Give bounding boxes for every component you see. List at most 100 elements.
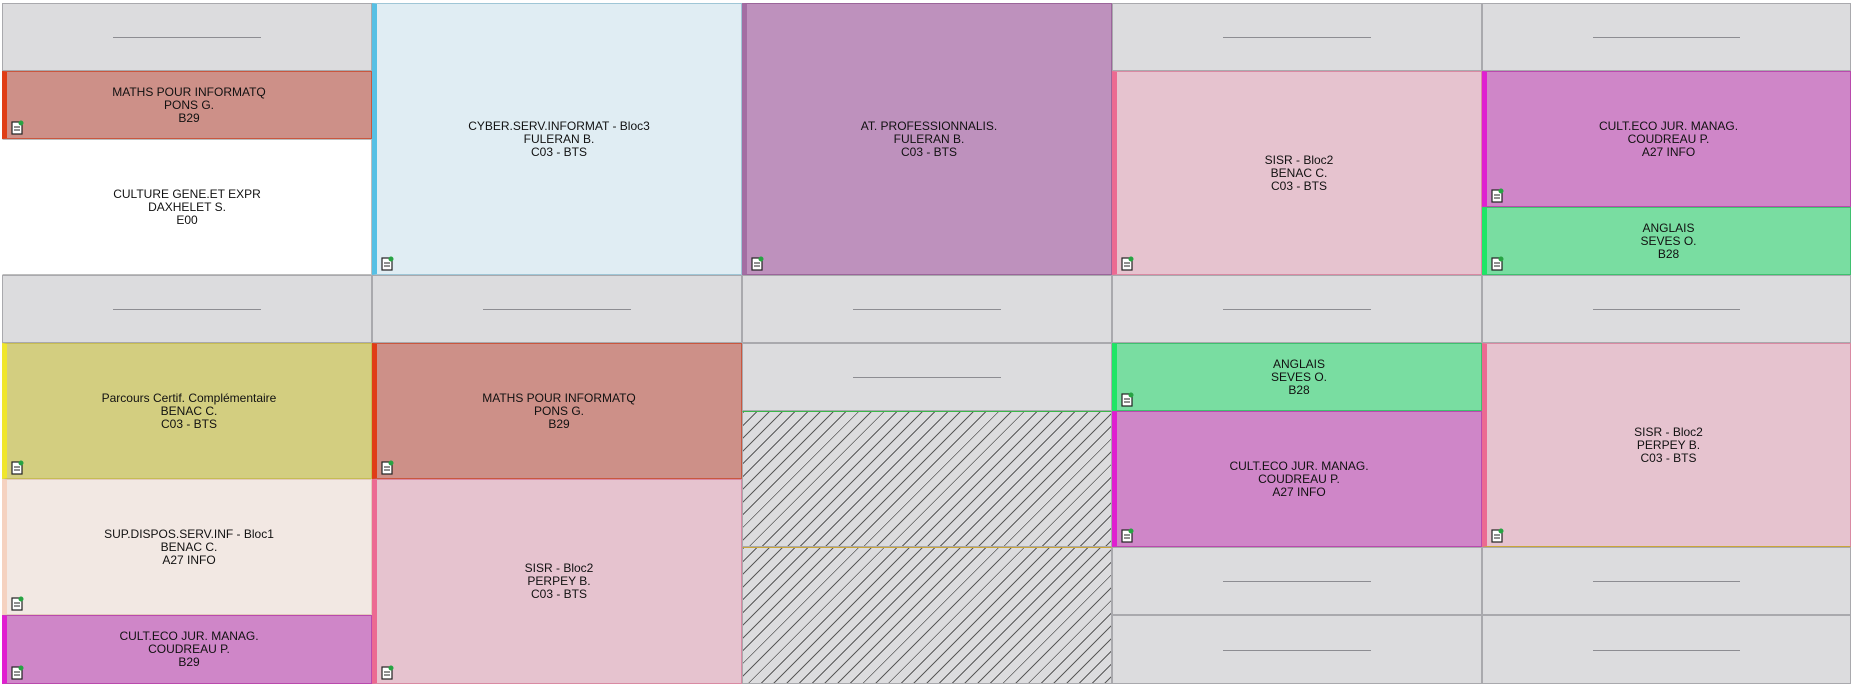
course-block[interactable]: SISR - Bloc2 PERPEY B. C03 - BTS <box>372 479 742 684</box>
empty-slot[interactable] <box>742 275 1112 343</box>
course-teacher: SEVES O. <box>1640 233 1697 248</box>
empty-slot[interactable] <box>1482 615 1851 684</box>
course-info: SUP.DISPOS.SERV.INF - Bloc1 BENAC C. A27… <box>104 526 274 567</box>
notepad-icon[interactable] <box>11 596 24 611</box>
empty-slot[interactable] <box>1482 547 1851 615</box>
course-teacher: PONS G. <box>163 97 214 112</box>
course-subject: AT. PROFESSIONNALIS. <box>860 118 998 133</box>
course-subject: CYBER.SERV.INFORMAT - Bloc3 <box>468 118 650 133</box>
empty-slot[interactable] <box>1112 275 1482 343</box>
course-block[interactable]: CULT.ECO JUR. MANAG. COUDREAU P. B29 <box>2 615 372 684</box>
course-room: A27 INFO <box>1641 144 1696 159</box>
course-room: B28 <box>1657 246 1680 261</box>
course-teacher: DAXHELET S. <box>148 199 226 214</box>
course-subject: CULT.ECO JUR. MANAG. <box>119 629 259 643</box>
course-info: MATHS POUR INFORMATQ PONS G. B29 <box>112 85 266 125</box>
course-teacher: PONS G. <box>533 403 584 418</box>
unavailable-slot <box>742 547 1112 684</box>
notepad-icon[interactable] <box>1491 188 1504 203</box>
empty-slot[interactable] <box>742 343 1112 411</box>
course-info: ANGLAIS SEVES O. B28 <box>1270 356 1328 397</box>
course-block[interactable]: AT. PROFESSIONNALIS. FULERAN B. C03 - BT… <box>742 3 1112 275</box>
notepad-icon[interactable] <box>381 256 394 271</box>
notepad-icon[interactable] <box>1491 528 1504 543</box>
course-subject: Parcours Certif. Complémentaire <box>101 390 277 405</box>
course-info: AT. PROFESSIONNALIS. FULERAN B. C03 - BT… <box>860 118 998 159</box>
course-info: SISR - Bloc2 PERPEY B. C03 - BTS <box>1634 424 1703 465</box>
course-block[interactable]: SUP.DISPOS.SERV.INF - Bloc1 BENAC C. A27… <box>2 479 372 615</box>
course-teacher: FULERAN B. <box>893 131 965 146</box>
empty-slot[interactable] <box>1112 615 1482 684</box>
course-room: A27 INFO <box>162 552 216 567</box>
course-block[interactable]: CULT.ECO JUR. MANAG. COUDREAU P. A27 INF… <box>1112 411 1482 547</box>
course-subject: CULT.ECO JUR. MANAG. <box>1229 458 1369 473</box>
notepad-icon[interactable] <box>1491 256 1504 271</box>
course-info: MATHS POUR INFORMATQ PONS G. B29 <box>482 390 636 431</box>
notepad-icon[interactable] <box>11 665 24 680</box>
course-info: CULTURE GENE.ET EXPR DAXHELET S. E00 <box>113 186 261 227</box>
course-subject: CULTURE GENE.ET EXPR <box>113 186 261 201</box>
course-room: B28 <box>1288 382 1310 397</box>
course-teacher: BENAC C. <box>160 539 218 554</box>
empty-slot[interactable] <box>2 3 372 71</box>
course-teacher: SEVES O. <box>1270 369 1328 384</box>
course-info: ANGLAIS SEVES O. B28 <box>1640 220 1697 261</box>
notepad-icon[interactable] <box>11 120 24 135</box>
course-block[interactable]: Parcours Certif. Complémentaire BENAC C.… <box>2 343 372 479</box>
course-room: E00 <box>176 212 198 227</box>
course-teacher: PERPEY B. <box>1636 437 1701 452</box>
notepad-icon[interactable] <box>1121 392 1134 407</box>
empty-slot[interactable] <box>1112 3 1482 71</box>
course-info: CULT.ECO JUR. MANAG. COUDREAU P. A27 INF… <box>1598 118 1739 159</box>
course-teacher: FULERAN B. <box>523 131 595 146</box>
course-teacher: PERPEY B. <box>527 574 591 588</box>
course-room: C03 - BTS <box>530 144 587 159</box>
empty-slot[interactable] <box>1482 3 1851 71</box>
course-subject: SISR - Bloc2 <box>524 561 594 575</box>
course-block[interactable]: CULTURE GENE.ET EXPR DAXHELET S. E00 <box>2 139 372 275</box>
course-block[interactable]: ANGLAIS SEVES O. B28 <box>1112 343 1482 411</box>
course-block[interactable]: SISR - Bloc2 BENAC C. C03 - BTS <box>1112 71 1482 275</box>
course-info: CYBER.SERV.INFORMAT - Bloc3 FULERAN B. C… <box>468 118 650 159</box>
course-subject: ANGLAIS <box>1272 356 1326 371</box>
course-subject: SUP.DISPOS.SERV.INF - Bloc1 <box>104 526 274 541</box>
course-info: SISR - Bloc2 BENAC C. C03 - BTS <box>1264 152 1334 193</box>
course-teacher: BENAC C. <box>1270 165 1328 180</box>
course-block[interactable]: MATHS POUR INFORMATQ PONS G. B29 <box>2 71 372 139</box>
course-info: SISR - Bloc2 PERPEY B. C03 - BTS <box>525 562 594 601</box>
course-teacher: BENAC C. <box>160 403 218 418</box>
course-info: CULT.ECO JUR. MANAG. COUDREAU P. B29 <box>119 630 258 669</box>
empty-slot[interactable] <box>372 275 742 343</box>
course-info: CULT.ECO JUR. MANAG. COUDREAU P. A27 INF… <box>1229 458 1369 499</box>
notepad-icon[interactable] <box>381 460 394 475</box>
course-room: C03 - BTS <box>1640 450 1697 465</box>
course-block[interactable]: MATHS POUR INFORMATQ PONS G. B29 <box>372 343 742 479</box>
course-room: C03 - BTS <box>900 144 957 159</box>
course-block[interactable]: CYBER.SERV.INFORMAT - Bloc3 FULERAN B. C… <box>372 3 742 275</box>
course-subject: CULT.ECO JUR. MANAG. <box>1598 118 1739 133</box>
course-room: B29 <box>178 110 200 125</box>
course-room: A27 INFO <box>1272 484 1326 499</box>
empty-slot[interactable] <box>2 275 372 343</box>
course-subject: ANGLAIS <box>1642 220 1695 235</box>
course-room: B29 <box>178 655 200 669</box>
course-info: Parcours Certif. Complémentaire BENAC C.… <box>101 390 277 431</box>
course-block[interactable]: CULT.ECO JUR. MANAG. COUDREAU P. A27 INF… <box>1482 71 1851 207</box>
course-teacher: COUDREAU P. <box>148 642 230 656</box>
course-block[interactable]: SISR - Bloc2 PERPEY B. C03 - BTS <box>1482 343 1851 547</box>
notepad-icon[interactable] <box>1121 528 1134 543</box>
course-subject: SISR - Bloc2 <box>1634 424 1703 439</box>
empty-slot[interactable] <box>1112 547 1482 615</box>
notepad-icon[interactable] <box>381 665 394 680</box>
notepad-icon[interactable] <box>11 460 24 475</box>
course-subject: SISR - Bloc2 <box>1264 152 1334 167</box>
course-teacher: COUDREAU P. <box>1627 131 1710 146</box>
empty-slot[interactable] <box>1482 275 1851 343</box>
notepad-icon[interactable] <box>751 256 764 271</box>
course-room: B29 <box>548 416 570 431</box>
course-subject: MATHS POUR INFORMATQ <box>482 390 636 405</box>
timetable-grid: MATHS POUR INFORMATQ PONS G. B29 CULTURE… <box>2 3 1851 684</box>
course-room: C03 - BTS <box>530 587 587 601</box>
notepad-icon[interactable] <box>1121 256 1134 271</box>
course-block[interactable]: ANGLAIS SEVES O. B28 <box>1482 207 1851 275</box>
